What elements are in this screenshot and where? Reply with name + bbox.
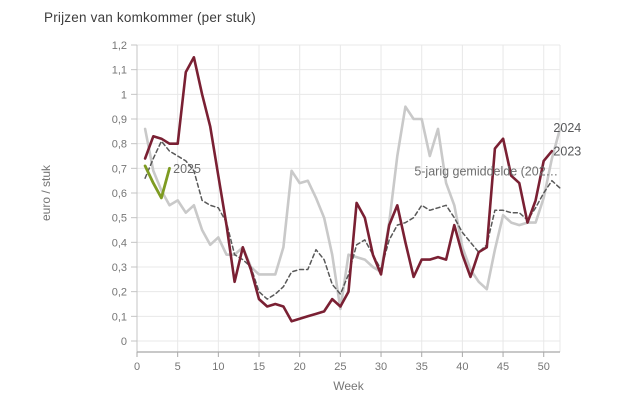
series-line-2025 — [143, 164, 171, 200]
y-tick-label: 0,6 — [112, 188, 127, 200]
x-tick-label: 50 — [538, 361, 550, 373]
chart-title: Prijzen van komkommer (per stuk) — [44, 10, 256, 25]
y-tick-label: 0,3 — [112, 262, 127, 274]
y-tick-label: 0,8 — [112, 139, 127, 151]
y-tick-label: 0,7 — [112, 163, 127, 175]
x-tick-label: 30 — [375, 361, 387, 373]
series-label-5-jarig-gemiddelde-202-: 5-jarig gemiddelde (202… — [414, 164, 558, 178]
x-tick-label: 45 — [497, 361, 509, 373]
y-tick-label: 1,2 — [112, 40, 127, 52]
x-tick-label: 10 — [212, 361, 224, 373]
y-tick-label: 1 — [121, 89, 127, 101]
series-label-2024: 2024 — [553, 121, 581, 135]
y-tick-label: 0 — [121, 336, 127, 348]
x-axis-title: Week — [333, 379, 364, 393]
y-tick-label: 1,1 — [112, 65, 127, 77]
series-line-2024 — [143, 105, 562, 311]
x-tick-label: 40 — [456, 361, 468, 373]
x-tick-label: 35 — [416, 361, 428, 373]
series-line-5-jarig-gemiddelde — [144, 140, 561, 300]
x-tick-label: 5 — [175, 361, 181, 373]
y-tick-label: 0,9 — [112, 114, 127, 126]
x-tick-label: 15 — [253, 361, 265, 373]
y-tick-label: 0,5 — [112, 213, 127, 225]
x-tick-label: 20 — [294, 361, 306, 373]
series-label-2025: 2025 — [173, 162, 201, 176]
x-tick-label: 25 — [334, 361, 346, 373]
y-axis-title: euro / stuk — [39, 164, 53, 221]
series-line-2023 — [143, 55, 554, 323]
y-tick-label: 0,1 — [112, 311, 127, 323]
x-tick-label: 0 — [134, 361, 140, 373]
y-tick-label: 0,2 — [112, 287, 127, 299]
y-tick-label: 0,4 — [112, 237, 127, 249]
series-label-2023: 2023 — [553, 145, 581, 159]
